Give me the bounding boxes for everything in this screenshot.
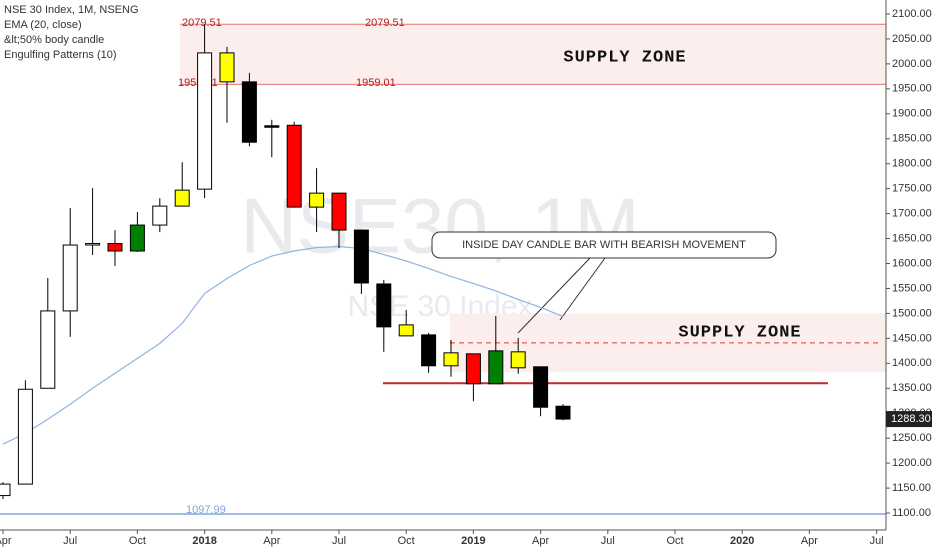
candle-body <box>286 124 302 208</box>
candle-body <box>398 324 414 337</box>
candle-body <box>197 52 213 190</box>
legend-item: NSE 30 Index, 1M, NSENG <box>4 4 139 16</box>
candle-body <box>555 405 571 420</box>
zone-label: SUPPLY ZONE <box>563 48 686 67</box>
y-tick-label: 1600.00 <box>892 257 932 269</box>
candle-body <box>331 192 347 231</box>
y-tick-label: 1500.00 <box>892 307 932 319</box>
x-tick-label: Jul <box>63 535 77 547</box>
candle-body <box>152 205 168 226</box>
candle-body <box>353 229 369 284</box>
candle-body <box>62 244 78 312</box>
candle-body <box>533 366 549 408</box>
x-tick-label: 2019 <box>461 535 485 547</box>
y-tick-label: 1350.00 <box>892 382 932 394</box>
y-tick-label: 1750.00 <box>892 183 932 195</box>
legend-item: &lt;50% body candle <box>4 34 104 46</box>
x-tick-label: Apr <box>801 535 818 547</box>
candle-body <box>241 81 257 143</box>
y-tick-label: 2100.00 <box>892 8 932 20</box>
callout-text: INSIDE DAY CANDLE BAR WITH BEARISH MOVEM… <box>462 239 746 251</box>
candle-body <box>488 350 504 385</box>
last-price-label: 1288.30 <box>891 413 931 425</box>
y-tick-label: 1150.00 <box>892 482 931 494</box>
candle-body <box>219 52 235 83</box>
legend-item: Engulfing Patterns (10) <box>4 49 117 61</box>
candle-body <box>421 334 437 367</box>
candle-body <box>129 224 145 252</box>
y-tick-label: 1950.00 <box>892 83 932 95</box>
candle-body <box>174 189 190 207</box>
candle-body <box>17 388 33 485</box>
callout-pointer <box>517 257 591 334</box>
last-price-tag <box>886 411 932 428</box>
y-tick-label: 1100.00 <box>892 507 931 519</box>
y-tick-label: 1400.00 <box>892 357 932 369</box>
y-tick-label: 2050.00 <box>892 33 932 45</box>
candle-body <box>309 192 325 208</box>
x-tick-label: Jul <box>870 535 884 547</box>
y-tick-label: 1800.00 <box>892 158 932 170</box>
candle-body <box>376 283 392 328</box>
candle-body <box>510 351 526 369</box>
y-tick-label: 1650.00 <box>892 232 932 244</box>
level-label: 1959.01 <box>356 77 396 89</box>
x-tick-label: Oct <box>129 535 146 547</box>
y-tick-label: 1550.00 <box>892 282 932 294</box>
y-tick-label: 1450.00 <box>892 332 932 344</box>
legend-item: EMA (20, close) <box>4 19 82 31</box>
callout-box <box>431 231 777 259</box>
x-tick-label: 2018 <box>192 535 216 547</box>
zone-label: SUPPLY ZONE <box>678 323 801 342</box>
x-tick-label: Jul <box>601 535 615 547</box>
x-tick-label: Oct <box>666 535 683 547</box>
supply-zone <box>180 24 886 85</box>
candle-body <box>40 310 56 389</box>
y-tick-label: 2000.00 <box>892 58 932 70</box>
callout-pointer <box>559 257 606 321</box>
y-tick-label: 1700.00 <box>892 208 932 220</box>
y-tick-label: 1200.00 <box>892 457 932 469</box>
ema-line <box>2 245 564 445</box>
candle-body <box>264 125 280 128</box>
candle-body <box>465 353 481 385</box>
x-tick-label: Apr <box>532 535 549 547</box>
y-tick-label: 1250.00 <box>892 432 932 444</box>
y-tick-label: 1900.00 <box>892 108 932 120</box>
candle-body <box>443 352 459 367</box>
x-tick-label: 2020 <box>730 535 754 547</box>
x-tick-label: Oct <box>398 535 415 547</box>
candle-body <box>107 243 123 252</box>
base-label: 1097.99 <box>186 504 226 516</box>
candle-body <box>0 483 11 497</box>
y-tick-label: 1850.00 <box>892 133 932 145</box>
candle-body <box>85 243 101 246</box>
x-tick-label: Apr <box>0 535 12 547</box>
level-label: 2079.51 <box>182 17 222 29</box>
x-tick-label: Apr <box>263 535 280 547</box>
x-tick-label: Jul <box>332 535 346 547</box>
level-label: 2079.51 <box>365 17 405 29</box>
